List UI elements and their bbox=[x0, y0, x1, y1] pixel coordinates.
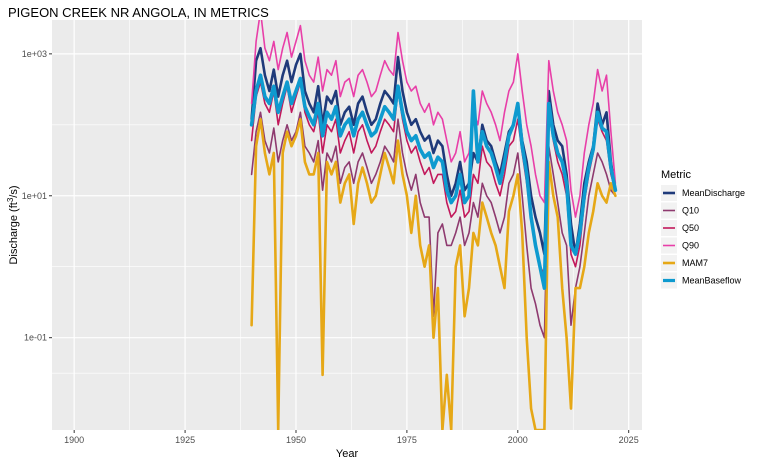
legend-label: MeanDischarge bbox=[682, 188, 745, 198]
y-tick-label: 1e-01 bbox=[24, 333, 47, 343]
chart-title: PIGEON CREEK NR ANGOLA, IN METRICS bbox=[8, 5, 269, 20]
legend-label: MeanBaseflow bbox=[682, 276, 742, 286]
x-tick-label: 1950 bbox=[286, 435, 306, 445]
x-axis-label: Year bbox=[336, 448, 359, 460]
axis-layer: 1900 1925 1950 1975 2000 2025 1e-01 1e+01 1e+03 bbox=[22, 49, 639, 445]
series-line-mam7 bbox=[250, 117, 617, 430]
legend: Metric MeanDischarge Q10 Q50 Q90 MAM7 MeanBas… bbox=[661, 169, 745, 289]
y-tick-label: 1e+01 bbox=[22, 191, 47, 201]
series-line-q90 bbox=[250, 20, 617, 218]
legend-label: Q10 bbox=[682, 206, 699, 216]
series-line-meandischarge bbox=[250, 46, 617, 256]
plot-background bbox=[52, 20, 642, 430]
series-layer bbox=[249, 20, 618, 430]
x-tick-label: 1975 bbox=[397, 435, 417, 445]
x-tick-label: 1900 bbox=[64, 435, 84, 445]
y-tick-label: 1e+03 bbox=[22, 49, 47, 59]
y-axis-label: Discharge (ft3/s) bbox=[6, 185, 20, 264]
legend-items: MeanDischarge Q10 Q50 Q90 MAM7 MeanBaseflow bbox=[661, 185, 745, 289]
series-line-meanbaseflow bbox=[249, 73, 618, 290]
x-tick-label: 2000 bbox=[508, 435, 528, 445]
legend-label: MAM7 bbox=[682, 258, 708, 268]
legend-label: Q50 bbox=[682, 223, 699, 233]
x-tick-label: 2025 bbox=[619, 435, 639, 445]
x-tick-label: 1925 bbox=[175, 435, 195, 445]
legend-title: Metric bbox=[661, 169, 691, 181]
legend-label: Q90 bbox=[682, 241, 699, 251]
